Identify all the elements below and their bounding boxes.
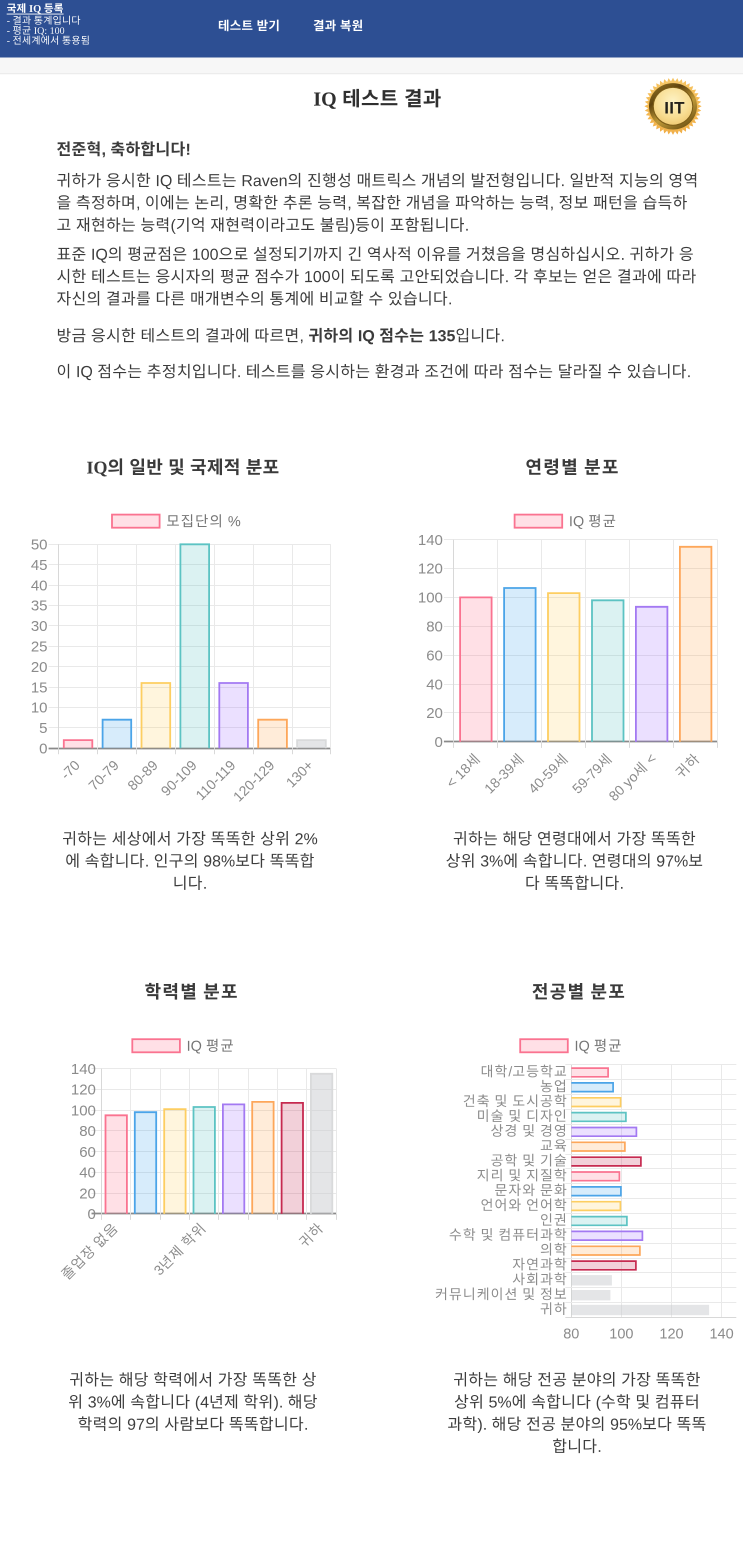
svg-text:80: 80 xyxy=(563,1326,579,1342)
svg-text:IIT: IIT xyxy=(664,99,685,118)
svg-text:60: 60 xyxy=(79,1144,96,1161)
svg-text:50: 50 xyxy=(31,537,48,554)
svg-text:120: 120 xyxy=(71,1082,96,1099)
svg-text:60: 60 xyxy=(426,647,443,664)
svg-text:100: 100 xyxy=(609,1326,633,1342)
svg-text:0: 0 xyxy=(88,1206,96,1223)
svg-text:100: 100 xyxy=(418,590,443,607)
svg-text:0: 0 xyxy=(435,734,443,751)
svg-text:80: 80 xyxy=(79,1123,96,1140)
svg-text:15: 15 xyxy=(31,679,48,696)
svg-text:80: 80 xyxy=(426,619,443,636)
svg-text:35: 35 xyxy=(31,598,48,615)
svg-text:10: 10 xyxy=(31,700,48,717)
svg-text:0: 0 xyxy=(39,741,47,758)
svg-text:30: 30 xyxy=(31,618,48,635)
svg-text:20: 20 xyxy=(426,705,443,722)
svg-text:140: 140 xyxy=(709,1326,733,1342)
svg-text:140: 140 xyxy=(71,1061,96,1078)
svg-text:40: 40 xyxy=(426,676,443,693)
svg-text:100: 100 xyxy=(71,1102,96,1119)
svg-text:20: 20 xyxy=(79,1185,96,1202)
svg-text:5: 5 xyxy=(39,720,47,737)
svg-text:45: 45 xyxy=(31,557,48,574)
svg-text:120: 120 xyxy=(418,561,443,578)
svg-text:120: 120 xyxy=(659,1326,683,1342)
svg-text:140: 140 xyxy=(418,532,443,549)
svg-text:25: 25 xyxy=(31,639,48,656)
svg-text:20: 20 xyxy=(31,659,48,676)
svg-text:40: 40 xyxy=(79,1165,96,1182)
svg-text:40: 40 xyxy=(31,577,48,594)
